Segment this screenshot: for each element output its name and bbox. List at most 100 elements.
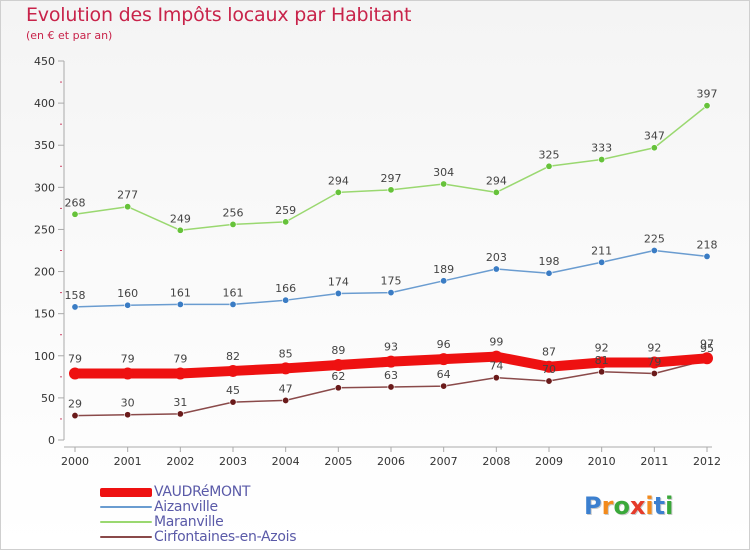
data-label: 81	[595, 354, 609, 367]
data-point	[334, 188, 342, 196]
data-point	[703, 102, 711, 110]
x-tick-label: 2012	[693, 455, 721, 468]
data-point	[334, 384, 342, 392]
data-label: 294	[486, 174, 507, 187]
data-label: 211	[591, 244, 612, 257]
data-label: 79	[68, 352, 82, 365]
data-point	[387, 289, 395, 297]
data-point	[545, 377, 553, 385]
data-point	[545, 162, 553, 170]
legend-swatch	[100, 487, 152, 497]
data-label: 160	[117, 287, 138, 300]
data-label: 325	[539, 148, 560, 161]
data-label: 256	[223, 206, 244, 219]
data-label: 87	[542, 346, 556, 359]
data-point	[124, 301, 132, 309]
data-point	[229, 398, 237, 406]
data-label: 93	[384, 341, 398, 354]
x-tick-label: 2010	[588, 455, 616, 468]
legend-label: Cirfontaines-en-Azois	[154, 529, 297, 545]
data-point	[648, 356, 661, 369]
data-label: 30	[121, 397, 135, 410]
data-label: 95	[700, 342, 714, 355]
data-label: 97	[700, 337, 714, 350]
data-point	[124, 203, 132, 211]
x-tick-label: 2008	[482, 455, 510, 468]
data-point	[650, 247, 658, 255]
data-label: 89	[331, 344, 345, 357]
logo-letter: t	[653, 492, 666, 520]
data-label: 31	[173, 396, 187, 409]
y-tick-label: 250	[34, 223, 55, 236]
data-point	[334, 289, 342, 297]
data-point	[174, 367, 187, 380]
data-point	[229, 300, 237, 308]
data-label: 189	[433, 263, 454, 276]
data-label: 347	[644, 130, 665, 143]
logo-letter: i	[645, 492, 654, 520]
logo-letter: x	[629, 492, 646, 520]
data-point	[385, 355, 397, 368]
logo-letter: i	[665, 492, 674, 520]
y-tick-label: 50	[41, 392, 55, 405]
data-label: 249	[170, 212, 191, 225]
data-point	[121, 367, 134, 380]
data-label: 297	[381, 172, 402, 185]
data-label: 82	[226, 350, 240, 363]
data-label: 175	[381, 275, 402, 288]
axes: 0 50 100 150 200 250 300 350 400 450 2000 2001 2002 2…	[34, 55, 721, 468]
data-label: 29	[68, 398, 82, 411]
data-label: 74	[489, 360, 503, 373]
data-label: 47	[279, 382, 293, 395]
data-label: 198	[539, 255, 560, 268]
data-point	[69, 367, 81, 380]
data-label: 277	[117, 189, 138, 202]
data-label: 294	[328, 174, 349, 187]
logo-letter: P	[584, 492, 602, 520]
data-point	[71, 412, 79, 420]
x-tick-label: 2006	[377, 455, 405, 468]
x-tick-label: 2003	[219, 455, 247, 468]
legend-swatch	[100, 536, 152, 538]
data-label: 268	[65, 196, 86, 209]
legend-label: VAUDRéMONT	[154, 484, 251, 500]
data-point	[703, 252, 711, 260]
y-tick-label: 350	[34, 139, 55, 152]
data-point	[492, 188, 500, 196]
y-tick-label: 150	[34, 308, 55, 321]
data-label: 45	[226, 384, 240, 397]
data-point	[387, 186, 395, 194]
y-tick-label: 400	[34, 97, 55, 110]
data-point	[227, 364, 239, 377]
data-point	[598, 368, 606, 376]
y-tick-label: 450	[34, 55, 55, 68]
data-point	[701, 352, 713, 365]
data-label: 161	[170, 286, 191, 299]
x-tick-label: 2011	[640, 455, 668, 468]
series-lines	[69, 102, 713, 420]
data-label: 79	[173, 352, 187, 365]
data-point	[545, 269, 553, 277]
value-labels: 158 160 161 161 166 174 175 189 203 198 211 225 218 2…	[65, 88, 718, 411]
data-label: 161	[223, 286, 244, 299]
data-label: 92	[647, 342, 661, 355]
data-label: 62	[331, 370, 345, 383]
legend-label: Maranville	[154, 514, 224, 530]
data-point	[650, 369, 658, 377]
legend-swatch	[100, 506, 152, 508]
data-label: 96	[437, 338, 451, 351]
data-point	[282, 396, 290, 404]
data-label: 259	[275, 204, 296, 217]
data-point	[279, 362, 292, 375]
data-point	[229, 220, 237, 228]
data-point	[543, 360, 555, 373]
data-label: 79	[121, 352, 135, 365]
data-point	[440, 180, 448, 188]
logo-letter: o	[613, 492, 630, 520]
data-point	[176, 300, 184, 308]
data-point	[492, 374, 500, 382]
data-label: 63	[384, 369, 398, 382]
legend-label: Aizanville	[154, 499, 218, 515]
data-point	[490, 350, 503, 363]
